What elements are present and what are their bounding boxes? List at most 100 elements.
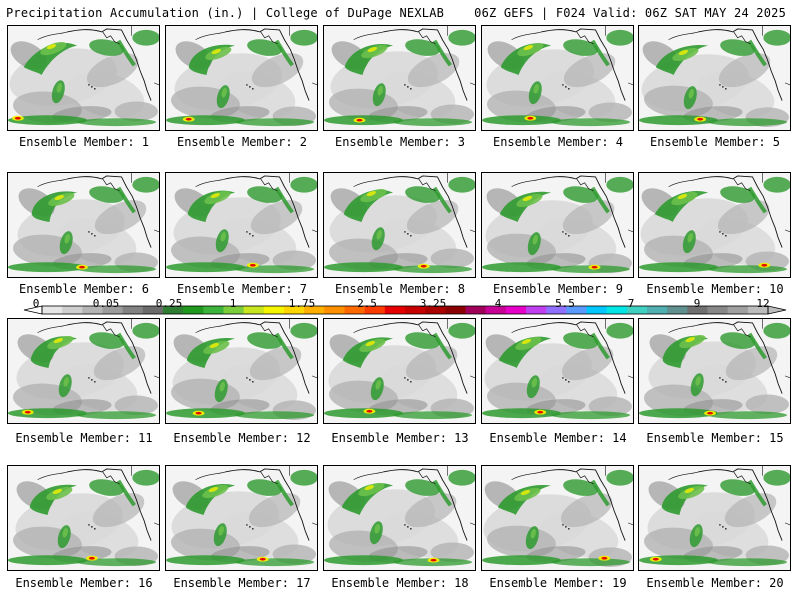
ensemble-map-panel <box>323 172 476 278</box>
colorbar-tick-label: 0.05 <box>92 297 120 310</box>
colorbar-tick-label: 2.5 <box>357 297 377 310</box>
precipitation-map <box>324 466 475 570</box>
ensemble-member-label: Ensemble Member: 1 <box>18 135 150 149</box>
colorbar-swatch <box>485 306 507 314</box>
ensemble-member-label: Ensemble Member: 16 <box>15 576 153 590</box>
precipitation-map <box>324 319 475 423</box>
ensemble-map-panel <box>165 465 318 571</box>
ensemble-map-panel <box>323 25 476 131</box>
colorbar-swatch <box>82 306 103 314</box>
ensemble-member-label: Ensemble Member: 20 <box>646 576 784 590</box>
colorbar-swatch <box>586 306 607 314</box>
ensemble-member-label: Ensemble Member: 8 <box>334 282 466 296</box>
ensemble-map-panel <box>323 318 476 424</box>
colorbar-swatch <box>42 306 63 314</box>
colorbar-right-arrow <box>767 305 787 315</box>
precipitation-map <box>8 26 159 130</box>
precipitation-map <box>8 173 159 277</box>
colorbar-swatch <box>142 306 164 314</box>
precipitation-map <box>482 319 633 423</box>
colorbar-swatch <box>687 306 708 314</box>
ensemble-member-label: Ensemble Member: 13 <box>331 431 469 445</box>
colorbar-tick-label: 0 <box>32 297 40 310</box>
ensemble-member-label: Ensemble Member: 7 <box>176 282 308 296</box>
ensemble-member-label: Ensemble Member: 14 <box>489 431 627 445</box>
ensemble-member-label: Ensemble Member: 15 <box>646 431 784 445</box>
colorbar-swatch <box>223 306 244 314</box>
ensemble-map-panel <box>638 25 791 131</box>
ensemble-member-label: Ensemble Member: 10 <box>646 282 784 296</box>
ensemble-map-panel <box>165 25 318 131</box>
colorbar-swatch <box>203 306 224 314</box>
colorbar-swatch <box>566 306 587 314</box>
precipitation-map <box>482 466 633 570</box>
precipitation-map <box>639 26 790 130</box>
colorbar-swatch <box>707 306 728 314</box>
colorbar-swatch <box>425 306 446 314</box>
colorbar-swatch <box>727 306 749 314</box>
precipitation-map <box>8 466 159 570</box>
colorbar-swatch <box>284 306 305 314</box>
ensemble-map-panel <box>323 465 476 571</box>
colorbar-swatch <box>324 306 345 314</box>
colorbar-tick-label: 1 <box>229 297 237 310</box>
colorbar-swatch <box>62 306 83 314</box>
colorbar-tick-label: 7 <box>627 297 635 310</box>
ensemble-member-label: Ensemble Member: 11 <box>15 431 153 445</box>
ensemble-map-panel <box>638 318 791 424</box>
precipitation-map <box>166 173 317 277</box>
precipitation-colorbar <box>0 296 800 320</box>
colorbar-swatch <box>445 306 466 314</box>
colorbar-tick-label: 1.75 <box>288 297 316 310</box>
ensemble-member-label: Ensemble Member: 2 <box>176 135 308 149</box>
ensemble-member-label: Ensemble Member: 4 <box>492 135 624 149</box>
ensemble-member-label: Ensemble Member: 9 <box>492 282 624 296</box>
ensemble-member-label: Ensemble Member: 6 <box>18 282 150 296</box>
colorbar-swatch <box>465 306 486 314</box>
colorbar-tick-label: 4 <box>494 297 502 310</box>
colorbar-swatch <box>163 306 184 314</box>
precipitation-map <box>482 26 633 130</box>
colorbar-swatch <box>102 306 123 314</box>
ensemble-member-label: Ensemble Member: 5 <box>649 135 781 149</box>
colorbar-swatch <box>304 306 325 314</box>
precipitation-map <box>166 26 317 130</box>
ensemble-member-label: Ensemble Member: 3 <box>334 135 466 149</box>
precipitation-map <box>639 173 790 277</box>
ensemble-member-label: Ensemble Member: 18 <box>331 576 469 590</box>
ensemble-member-label: Ensemble Member: 12 <box>173 431 311 445</box>
ensemble-map-panel <box>7 172 160 278</box>
ensemble-map-panel <box>481 25 634 131</box>
colorbar-swatch <box>505 306 527 314</box>
precipitation-map <box>8 319 159 423</box>
colorbar-swatch <box>546 306 567 314</box>
colorbar-tick-label: 3.25 <box>419 297 447 310</box>
precipitation-map <box>324 173 475 277</box>
precipitation-map <box>639 466 790 570</box>
colorbar-tick-label: 9 <box>693 297 701 310</box>
colorbar-swatch <box>364 306 386 314</box>
colorbar-swatch <box>384 306 406 314</box>
ensemble-map-panel <box>481 172 634 278</box>
colorbar-swatch <box>647 306 668 314</box>
colorbar-tick-label: 5.5 <box>555 297 575 310</box>
colorbar-tick-label: 12 <box>756 297 770 310</box>
colorbar-swatch <box>626 306 648 314</box>
ensemble-map-panel <box>638 172 791 278</box>
colorbar-swatch <box>263 306 285 314</box>
ensemble-map-panel <box>638 465 791 571</box>
ensemble-map-panel <box>165 172 318 278</box>
colorbar-swatch <box>243 306 265 314</box>
ensemble-map-panel <box>7 465 160 571</box>
ensemble-member-label: Ensemble Member: 17 <box>173 576 311 590</box>
colorbar-swatch <box>344 306 365 314</box>
colorbar-swatch <box>405 306 426 314</box>
colorbar-swatch <box>747 306 769 314</box>
ensemble-map-panel <box>481 318 634 424</box>
colorbar-swatch <box>667 306 688 314</box>
precipitation-map <box>166 466 317 570</box>
colorbar-tick-label: 0.25 <box>155 297 183 310</box>
ensemble-map-panel <box>481 465 634 571</box>
ensemble-map-panel <box>165 318 318 424</box>
colorbar-swatch <box>606 306 628 314</box>
